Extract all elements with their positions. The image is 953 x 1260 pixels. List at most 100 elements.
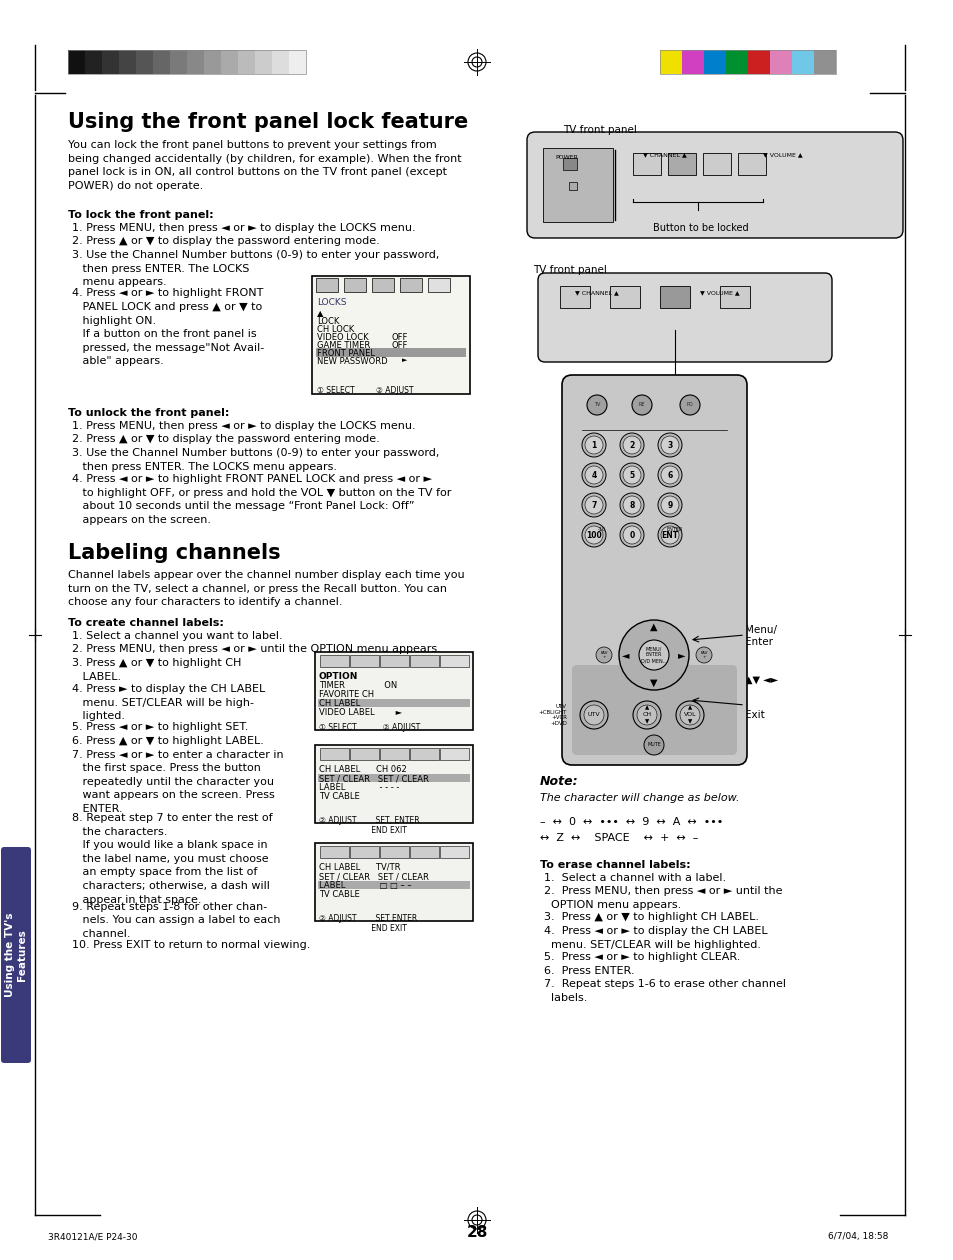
Text: 2: 2	[629, 441, 634, 450]
Circle shape	[679, 394, 700, 415]
Text: 5.  Press ◄ or ► to highlight CLEAR.: 5. Press ◄ or ► to highlight CLEAR.	[543, 953, 740, 961]
Text: OFF: OFF	[392, 341, 408, 350]
Text: OFF: OFF	[392, 333, 408, 341]
Text: PO: PO	[686, 402, 693, 407]
Bar	[681, 50, 703, 74]
Bar	[312, 276, 470, 394]
Text: ►: ►	[401, 357, 407, 363]
Bar	[372, 278, 394, 292]
Text: 3. Use the Channel Number buttons (0-9) to enter your password,
   then press EN: 3. Use the Channel Number buttons (0-9) …	[71, 249, 439, 287]
Bar	[317, 881, 470, 890]
Text: NEW PASSWORD: NEW PASSWORD	[316, 357, 387, 365]
Text: 5. Press ◄ or ► to highlight SET.: 5. Press ◄ or ► to highlight SET.	[71, 722, 248, 732]
Text: 4. Press ◄ or ► to highlight FRONT PANEL LOCK and press ◄ or ►
   to highlight O: 4. Press ◄ or ► to highlight FRONT PANEL…	[71, 474, 451, 525]
Text: SET / CLEAR   SET / CLEAR: SET / CLEAR SET / CLEAR	[318, 774, 429, 782]
Text: 3. Use the Channel Number buttons (0-9) to enter your password,
   then press EN: 3. Use the Channel Number buttons (0-9) …	[71, 449, 439, 471]
Circle shape	[658, 493, 681, 517]
Bar	[747, 50, 769, 74]
Text: ▲: ▲	[644, 706, 648, 711]
Text: ② ADJUST        SET ENTER
                      END EXIT: ② ADJUST SET ENTER END EXIT	[318, 914, 416, 934]
Bar	[667, 152, 696, 175]
Bar	[633, 152, 660, 175]
Bar	[187, 50, 204, 74]
Text: 4.  Press ◄ or ► to display the CH LABEL
  menu. SET/CLEAR will be highlighted.: 4. Press ◄ or ► to display the CH LABEL …	[543, 926, 767, 950]
Bar	[428, 278, 450, 292]
Text: CH: CH	[641, 712, 651, 717]
Circle shape	[639, 640, 668, 670]
Text: OPTION: OPTION	[318, 672, 358, 680]
Text: ENTER: ENTER	[666, 527, 682, 532]
Bar	[568, 181, 577, 190]
Text: ▼: ▼	[650, 678, 657, 688]
Text: 1. Press MENU, then press ◄ or ► to display the LOCKS menu.: 1. Press MENU, then press ◄ or ► to disp…	[71, 421, 416, 431]
Text: 3. Press ▲ or ▼ to highlight CH
   LABEL.: 3. Press ▲ or ▼ to highlight CH LABEL.	[71, 658, 241, 682]
Bar	[204, 50, 221, 74]
Text: 7. Press ◄ or ► to enter a character in
   the first space. Press the button
   : 7. Press ◄ or ► to enter a character in …	[71, 750, 283, 814]
Text: Using the front panel lock feature: Using the front panel lock feature	[68, 112, 468, 132]
Bar	[379, 655, 409, 667]
Circle shape	[584, 466, 602, 484]
Text: CH LABEL      CH 062: CH LABEL CH 062	[318, 765, 406, 774]
Text: 8. Repeat step 7 to enter the rest of
   the characters.
   If you would like a : 8. Repeat step 7 to enter the rest of th…	[71, 813, 273, 905]
Circle shape	[619, 462, 643, 488]
Circle shape	[584, 436, 602, 454]
Text: 8: 8	[629, 500, 634, 509]
Bar	[720, 286, 749, 307]
Circle shape	[581, 462, 605, 488]
Bar	[319, 655, 349, 667]
Text: To unlock the front panel:: To unlock the front panel:	[68, 408, 229, 418]
Text: LABEL             - - - -: LABEL - - - -	[318, 782, 399, 793]
Bar	[136, 50, 152, 74]
Bar	[725, 50, 747, 74]
Circle shape	[618, 620, 688, 690]
Text: POWER: POWER	[555, 155, 578, 160]
Text: 2. Press MENU, then press ◄ or ► until the OPTION menu appears.: 2. Press MENU, then press ◄ or ► until t…	[71, 645, 440, 654]
Text: 0: 0	[629, 530, 634, 539]
Circle shape	[619, 433, 643, 457]
Circle shape	[658, 523, 681, 547]
Text: 5: 5	[629, 470, 634, 480]
Text: UTV
+CBLIGHT
+VCR
+DVD: UTV +CBLIGHT +VCR +DVD	[538, 704, 566, 726]
Text: TV front panel: TV front panel	[562, 125, 637, 135]
Bar	[410, 655, 438, 667]
Bar	[703, 50, 725, 74]
Text: 4. Press ◄ or ► to highlight FRONT
   PANEL LOCK and press ▲ or ▼ to
   highligh: 4. Press ◄ or ► to highlight FRONT PANEL…	[71, 289, 264, 367]
Text: To erase channel labels:: To erase channel labels:	[539, 861, 690, 869]
Circle shape	[631, 394, 651, 415]
Text: LOCKS: LOCKS	[316, 299, 346, 307]
Circle shape	[660, 496, 679, 514]
Text: Labeling channels: Labeling channels	[68, 543, 280, 563]
Bar	[738, 152, 765, 175]
Bar	[315, 278, 337, 292]
Text: You can lock the front panel buttons to prevent your settings from
being changed: You can lock the front panel buttons to …	[68, 140, 461, 190]
Bar	[659, 286, 689, 307]
Bar	[317, 699, 470, 707]
Circle shape	[619, 493, 643, 517]
Text: Exit: Exit	[744, 709, 764, 719]
FancyBboxPatch shape	[537, 273, 831, 362]
Circle shape	[581, 493, 605, 517]
Text: 6. Press ▲ or ▼ to highlight LABEL.: 6. Press ▲ or ▼ to highlight LABEL.	[71, 736, 264, 746]
Text: 1.  Select a channel with a label.: 1. Select a channel with a label.	[543, 873, 725, 883]
Text: CH LABEL      TV/TR: CH LABEL TV/TR	[318, 863, 400, 872]
Circle shape	[596, 646, 612, 663]
Bar	[399, 278, 421, 292]
Text: Channel labels appear over the channel number display each time you
turn on the : Channel labels appear over the channel n…	[68, 570, 464, 607]
Circle shape	[579, 701, 607, 730]
Text: 6.  Press ENTER.: 6. Press ENTER.	[543, 965, 634, 975]
Bar	[221, 50, 237, 74]
Circle shape	[679, 706, 700, 724]
Bar	[317, 774, 470, 782]
Text: TIMER               ON: TIMER ON	[318, 680, 396, 690]
Text: FAV
+: FAV +	[599, 650, 607, 659]
Text: 7: 7	[591, 500, 596, 509]
Bar	[170, 50, 187, 74]
Circle shape	[622, 466, 640, 484]
Text: Using the TV's
Features: Using the TV's Features	[5, 912, 28, 997]
Circle shape	[637, 706, 657, 724]
Bar	[85, 50, 102, 74]
Bar	[68, 50, 306, 74]
Bar	[119, 50, 136, 74]
Text: To create channel labels:: To create channel labels:	[68, 617, 224, 627]
Bar	[350, 748, 378, 760]
